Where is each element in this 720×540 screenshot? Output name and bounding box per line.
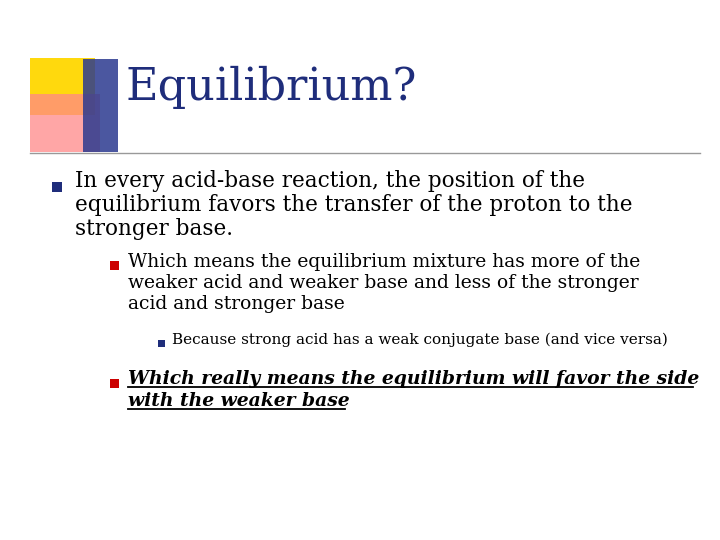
Text: with the weaker base: with the weaker base	[128, 392, 350, 410]
Bar	[30, 58, 95, 115]
Text: weaker acid and weaker base and less of the stronger: weaker acid and weaker base and less of …	[128, 274, 639, 292]
Text: Equilibrium?: Equilibrium?	[125, 65, 416, 109]
Bar	[110, 379, 119, 388]
Bar	[110, 261, 119, 270]
Bar	[158, 340, 165, 347]
Text: Which means the equilibrium mixture has more of the: Which means the equilibrium mixture has …	[128, 253, 640, 271]
Text: Which really means the equilibrium will favor the side: Which really means the equilibrium will …	[128, 370, 699, 388]
Text: In every acid-base reaction, the position of the: In every acid-base reaction, the positio…	[75, 170, 585, 192]
Text: stronger base.: stronger base.	[75, 218, 233, 240]
Bar	[52, 182, 62, 192]
Bar	[83, 59, 118, 152]
Text: acid and stronger base: acid and stronger base	[128, 295, 345, 313]
Text: equilibrium favors the transfer of the proton to the: equilibrium favors the transfer of the p…	[75, 194, 632, 216]
Bar	[30, 94, 100, 152]
Text: Because strong acid has a weak conjugate base (and vice versa): Because strong acid has a weak conjugate…	[172, 333, 668, 347]
